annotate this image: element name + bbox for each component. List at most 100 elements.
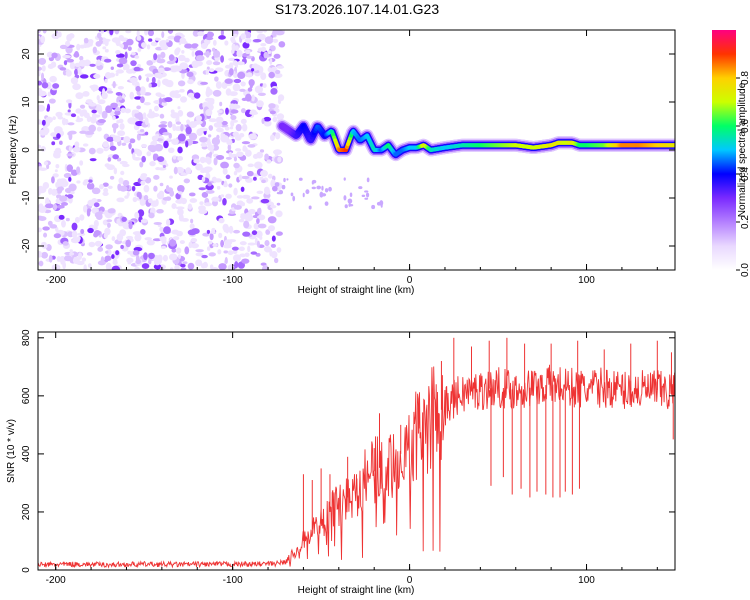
noise-speck [101,110,108,119]
noise-speck [185,140,189,148]
noise-speck [148,83,152,88]
noise-speck [68,183,77,192]
noise-speck [79,214,85,221]
y-tick-label: 200 [21,503,32,520]
noise-speck [233,204,242,210]
noise-speck [155,167,161,171]
noise-speck [156,209,164,214]
noise-speck [129,77,138,83]
noise-speck [55,147,62,153]
noise-speck [271,185,278,192]
noise-speck [73,52,80,58]
noise-speck [269,134,275,141]
noise-speck [147,30,155,37]
noise-speck [183,178,191,184]
y-tick-label: 600 [21,387,32,404]
noise-speck [212,50,221,58]
noise-speck [207,181,212,187]
noise-speck [233,162,240,169]
noise-speck [59,195,68,202]
noise-speck [180,267,187,270]
noise-speck [125,221,129,228]
noise-speck [180,197,187,205]
noise-speck [38,216,47,221]
noise-speck [188,192,196,197]
noise-speck [180,96,188,103]
noise-speck [52,116,56,120]
noise-speck [256,33,266,41]
noise-speck [169,239,177,247]
noise-speck [72,256,80,265]
noise-speck [118,177,124,184]
noise-speck [225,225,230,234]
noise-speck [58,214,65,220]
noise-speck [102,191,109,197]
noise-speck [269,110,276,115]
noise-speck [195,249,204,253]
noise-speck [105,244,113,250]
noise-speck [272,30,277,38]
noise-speck [270,87,278,95]
noise-speck [88,124,97,133]
noise-speck [153,258,161,266]
noise-speck [251,230,258,236]
noise-speck [88,102,97,107]
noise-speck [70,77,79,85]
noise-speck [149,161,156,167]
noise-speck [252,38,262,43]
noise-speck [57,31,62,38]
noise-speck [208,118,218,123]
noise-speck [141,143,147,148]
noise-speck [115,50,121,55]
noise-speck [128,142,132,150]
noise-speck [190,218,194,224]
noise-speck [249,83,253,89]
noise-speck [185,126,192,135]
noise-speck [205,68,209,75]
noise-speck [206,246,211,251]
noise-speck [302,192,305,198]
noise-speck [165,218,171,226]
noise-speck [272,38,279,43]
noise-speck [267,225,276,232]
noise-speck [76,166,81,174]
noise-speck [243,220,250,229]
noise-speck [168,54,175,61]
noise-speck [116,157,122,162]
noise-speck [268,103,276,109]
noise-speck [214,76,219,82]
snr-x-label: Height of straight line (km) [298,585,415,596]
noise-speck [111,37,121,43]
noise-speck [131,185,136,192]
noise-speck [132,196,138,203]
noise-speck [316,185,322,190]
noise-speck [225,193,232,199]
noise-speck [115,92,123,96]
noise-speck [256,100,264,108]
noise-speck [71,222,78,231]
noise-speck [267,50,272,54]
noise-speck [126,38,134,46]
noise-speck [166,60,176,65]
noise-speck [190,238,198,243]
noise-speck [46,164,50,170]
noise-speck [270,204,277,209]
noise-speck [244,37,252,44]
noise-speck [206,86,211,94]
noise-speck [191,60,200,68]
noise-speck [241,258,250,264]
noise-speck [174,48,180,56]
noise-speck [102,141,109,148]
noise-speck [202,232,210,237]
noise-speck [260,43,267,47]
noise-speck [119,123,125,130]
noise-speck [40,35,46,44]
noise-speck [161,101,168,107]
noise-speck [76,180,81,184]
noise-speck [276,65,285,69]
noise-speck [120,43,125,49]
noise-speck [273,53,281,59]
noise-speck [236,195,244,199]
spectrogram-x-label: Height of straight line (km) [298,285,415,296]
noise-speck [276,202,281,206]
